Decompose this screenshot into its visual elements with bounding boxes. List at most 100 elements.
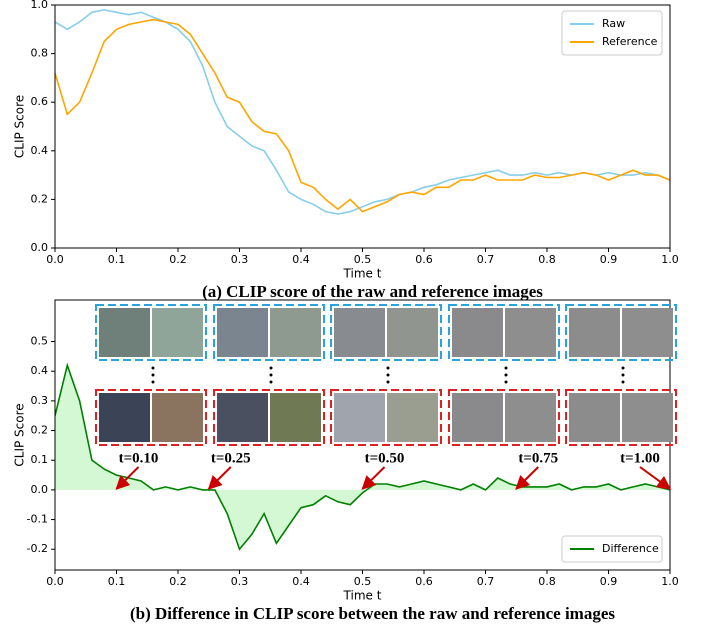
- line: [55, 9, 670, 215]
- thumbnail: [387, 308, 438, 357]
- x-tick-label: 1.0: [661, 575, 679, 588]
- thumbnail: [334, 393, 385, 442]
- thumbnail: [505, 393, 556, 442]
- y-axis-label: CLIP Score: [13, 95, 27, 158]
- thumbnail: [387, 393, 438, 442]
- thumbnail: [99, 308, 150, 357]
- x-axis-label: Time t: [343, 589, 382, 603]
- thumbnail: [152, 393, 203, 442]
- thumbnail: [270, 308, 321, 357]
- x-tick-label: 0.6: [415, 253, 433, 266]
- legend-label: Raw: [602, 17, 625, 30]
- legend-label: Difference: [602, 542, 659, 555]
- x-tick-label: 0.5: [354, 575, 372, 588]
- thumbnail: [452, 393, 503, 442]
- y-tick-label: 1.0: [31, 0, 49, 11]
- thumbnail: [505, 308, 556, 357]
- thumbnail-frame: [95, 389, 207, 446]
- thumbnail: [334, 308, 385, 357]
- annotation: t=0.75: [518, 450, 558, 466]
- x-tick-label: 0.3: [231, 575, 249, 588]
- thumbnail-frame: [565, 389, 677, 446]
- annotation: t=0.50: [365, 450, 405, 466]
- thumbnail: [217, 308, 268, 357]
- ellipsis-dot: [386, 373, 390, 377]
- y-tick-label: 0.3: [31, 394, 49, 407]
- thumbnail: [622, 308, 673, 357]
- x-tick-label: 0.7: [477, 253, 495, 266]
- thumbnail: [622, 393, 673, 442]
- x-tick-label: 0.1: [108, 575, 126, 588]
- thumbnail: [270, 393, 321, 442]
- annotation-arrow: [115, 466, 140, 490]
- legend-label: Reference: [602, 35, 658, 48]
- x-tick-label: 0.8: [538, 253, 556, 266]
- y-tick-label: 0.0: [31, 241, 49, 254]
- thumbnail: [569, 308, 620, 357]
- annotation: t=0.25: [211, 450, 251, 466]
- x-tick-label: 0.9: [600, 253, 618, 266]
- y-tick-label: -0.2: [27, 542, 48, 555]
- x-tick-label: 0.1: [108, 253, 126, 266]
- y-tick-label: 0.4: [31, 144, 49, 157]
- x-tick-label: 0.3: [231, 253, 249, 266]
- ellipsis-dot: [269, 373, 273, 377]
- thumbnail-frame: [330, 389, 442, 446]
- y-tick-label: 0.8: [31, 47, 49, 60]
- y-tick-label: 0.2: [31, 192, 49, 205]
- ellipsis-dot: [504, 366, 508, 370]
- thumbnail: [569, 393, 620, 442]
- y-tick-label: 0.1: [31, 453, 49, 466]
- plot-frame: [54, 4, 671, 249]
- thumbnail-frame: [448, 389, 560, 446]
- x-tick-label: 0.7: [477, 575, 495, 588]
- annotation: t=1.00: [620, 450, 660, 466]
- x-tick-label: 0.4: [292, 253, 310, 266]
- x-tick-label: 0.2: [169, 253, 187, 266]
- ellipsis-dot: [151, 366, 155, 370]
- line: [55, 18, 670, 213]
- y-tick-label: 0.0: [31, 483, 49, 496]
- line: [55, 362, 670, 551]
- thumbnail-frame: [565, 304, 677, 361]
- annotation-arrow: [361, 466, 386, 490]
- thumbnail-frame: [213, 389, 325, 446]
- thumbnail-frame: [213, 304, 325, 361]
- annotation-arrow: [515, 466, 539, 490]
- y-tick-label: -0.1: [27, 513, 48, 526]
- ellipsis-dot: [269, 366, 273, 370]
- y-tick-label: 0.2: [31, 424, 49, 437]
- x-axis-label: Time t: [343, 267, 382, 281]
- ellipsis-dot: [386, 380, 390, 384]
- x-tick-label: 0.0: [46, 575, 64, 588]
- x-tick-label: 0.8: [538, 575, 556, 588]
- ellipsis-dot: [151, 380, 155, 384]
- annotation-arrow: [639, 466, 672, 490]
- x-tick-label: 0.0: [46, 253, 64, 266]
- thumbnail-frame: [448, 304, 560, 361]
- thumbnail: [452, 308, 503, 357]
- legend-box: [561, 10, 663, 56]
- y-tick-label: 0.6: [31, 95, 49, 108]
- ellipsis-dot: [621, 373, 625, 377]
- y-tick-label: 0.5: [31, 335, 49, 348]
- x-tick-label: 1.0: [661, 253, 679, 266]
- thumbnail-frame: [95, 304, 207, 361]
- ellipsis-dot: [269, 380, 273, 384]
- ellipsis-dot: [151, 373, 155, 377]
- ellipsis-dot: [504, 373, 508, 377]
- thumbnail: [152, 308, 203, 357]
- x-tick-label: 0.9: [600, 575, 618, 588]
- annotation-arrow: [207, 466, 232, 490]
- x-tick-label: 0.5: [354, 253, 372, 266]
- x-tick-label: 0.6: [415, 575, 433, 588]
- thumbnail: [99, 393, 150, 442]
- thumbnail-frame: [330, 304, 442, 361]
- thumbnail: [217, 393, 268, 442]
- x-tick-label: 0.2: [169, 575, 187, 588]
- ellipsis-dot: [386, 366, 390, 370]
- ellipsis-dot: [504, 380, 508, 384]
- y-tick-label: 0.4: [31, 364, 49, 377]
